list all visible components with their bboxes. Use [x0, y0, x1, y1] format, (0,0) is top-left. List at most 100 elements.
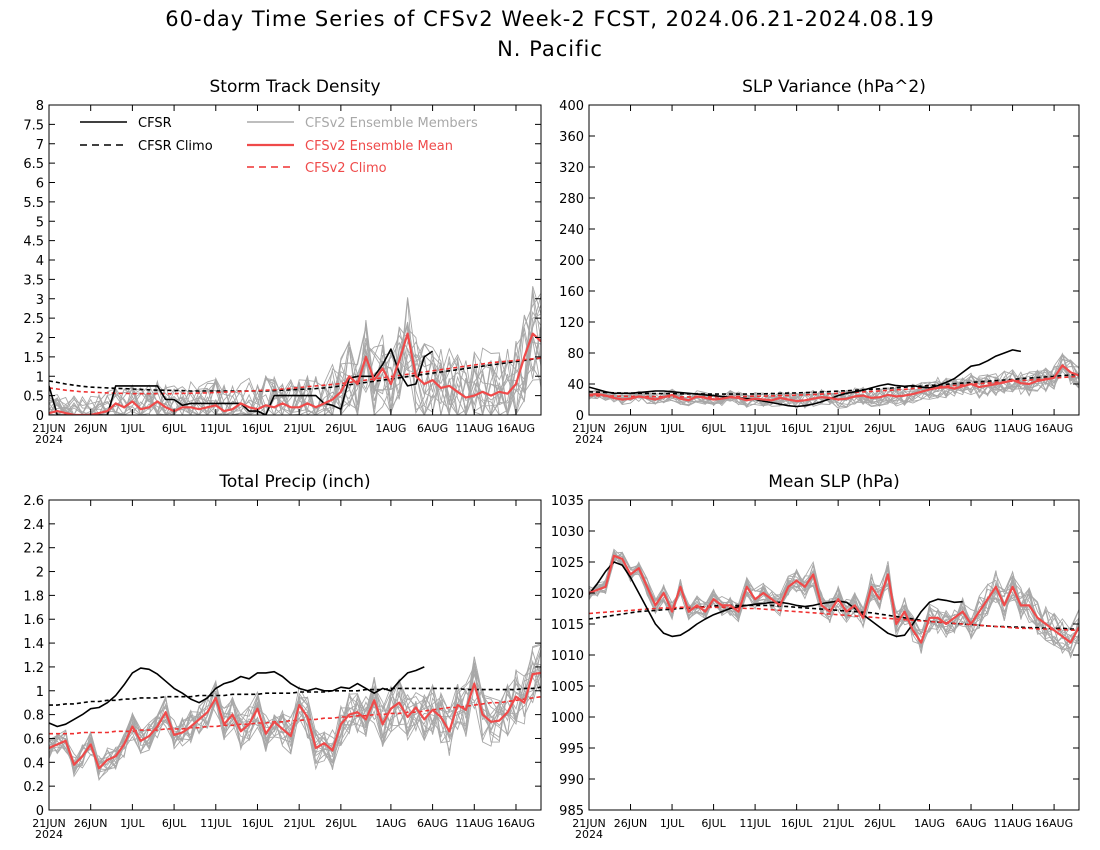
y-tick-label: 1000 [551, 711, 584, 726]
y-tick-label: 0.6 [23, 732, 44, 747]
total-precip-inch-panel: Total Precip (inch) 0 0.2 0.4 0.6 0.8 1 1.2 1.4 1… [23, 472, 542, 841]
y-tick-label: 1.2 [23, 661, 44, 676]
x-tick-label: 11AUG [994, 422, 1032, 435]
y-tick-label: 1005 [551, 680, 584, 695]
y-tick-label: 995 [559, 742, 584, 757]
x-tick-label: 16JUL [781, 422, 813, 435]
ensemble-member-line [49, 304, 541, 415]
y-tick-label: 1030 [551, 525, 584, 540]
x-axis-year: 2024 [575, 828, 603, 841]
x-tick-label: 26JUL [325, 422, 357, 435]
x-tick-label: 1JUL [120, 422, 145, 435]
x-tick-label: 16JUL [781, 817, 813, 830]
x-tick-label: 6JUL [162, 817, 187, 830]
y-tick-label: 1015 [551, 618, 584, 633]
slp-variance-hpa-2-frame [588, 104, 1080, 416]
cfsr-climo-line [49, 357, 541, 392]
slp-variance-hpa-2-panel: SLP Variance (hPa^2) 0 40 80 120 160 200 240 280… [559, 77, 1080, 446]
y-tick-label: 6.5 [23, 157, 44, 172]
mean-slp-hpa-plot-area [589, 548, 1079, 659]
x-tick-label: 11AUG [994, 817, 1032, 830]
y-tick-label: 160 [559, 285, 584, 300]
x-tick-label: 6AUG [955, 817, 986, 830]
legend-label-cfsr-climo: CFSR Climo [138, 139, 213, 154]
y-tick-label: 4 [36, 254, 44, 269]
x-tick-label: 21JUL [283, 817, 315, 830]
ensemble-member-line [49, 649, 541, 777]
cfsr-climo-line [589, 373, 1079, 395]
slp-variance-hpa-2-title: SLP Variance (hPa^2) [742, 77, 926, 97]
storm-track-density-title: Storm Track Density [209, 77, 380, 97]
x-tick-label: 1JUL [660, 817, 685, 830]
y-tick-label: 1.6 [23, 613, 44, 628]
x-tick-label: 21JUN [572, 817, 606, 830]
cfsr-climo-line [589, 604, 1079, 630]
slp-variance-hpa-2-plot-area [589, 349, 1079, 410]
y-tick-label: 0.5 [23, 390, 44, 405]
cfsv2-ensemble-mean-line [589, 554, 1079, 644]
mean-slp-hpa-panel: Mean SLP (hPa) 985 990 995 1000 1005 1010 1015 1… [551, 472, 1080, 841]
x-tick-label: 26JUL [864, 422, 896, 435]
title-line-1: 60-day Time Series of CFSv2 Week-2 FCST,… [165, 7, 935, 31]
x-tick-label: 16AUG [1035, 422, 1073, 435]
x-tick-label: 16JUL [242, 817, 274, 830]
x-tick-label: 6AUG [417, 422, 448, 435]
y-tick-label: 1025 [551, 556, 584, 571]
x-tick-label: 21JUL [283, 422, 315, 435]
y-tick-label: 4.5 [23, 235, 44, 250]
x-tick-label: 21JUL [822, 817, 854, 830]
y-tick-label: 400 [559, 99, 584, 114]
y-tick-label: 1020 [551, 587, 584, 602]
x-axis-year: 2024 [35, 828, 63, 841]
x-tick-label: 11JUL [739, 817, 771, 830]
y-tick-label: 1.5 [23, 351, 44, 366]
y-tick-label: 7 [36, 138, 44, 153]
x-tick-label: 26JUL [325, 817, 357, 830]
y-tick-label: 280 [559, 192, 584, 207]
storm-track-density-plot-area [49, 286, 541, 415]
y-tick-label: 1035 [551, 494, 584, 509]
x-axis-year: 2024 [575, 433, 603, 446]
x-tick-label: 16AUG [497, 422, 535, 435]
y-tick-label: 1010 [551, 649, 584, 664]
total-precip-inch-plot-area [49, 643, 541, 781]
y-tick-label: 2 [36, 566, 44, 581]
legend-label-cfsr: CFSR [138, 116, 172, 131]
y-tick-label: 6 [36, 177, 44, 192]
y-tick-label: 3.5 [23, 273, 44, 288]
title-line-2: N. Pacific [497, 37, 603, 61]
x-tick-label: 1AUG [914, 422, 945, 435]
x-tick-label: 6AUG [955, 422, 986, 435]
main-title: 60-day Time Series of CFSv2 Week-2 FCST,… [0, 4, 1100, 64]
x-tick-label: 11JUL [739, 422, 771, 435]
legend-label-cfsv2-climo: CFSv2 Climo [305, 161, 387, 176]
y-tick-label: 360 [559, 130, 584, 145]
y-tick-label: 2 [36, 332, 44, 347]
y-tick-label: 2.4 [23, 518, 44, 533]
x-axis-year: 2024 [35, 433, 63, 446]
y-tick-label: 1.4 [23, 637, 44, 652]
x-tick-label: 26JUN [614, 817, 648, 830]
y-tick-label: 80 [567, 347, 584, 362]
y-tick-label: 120 [559, 316, 584, 331]
x-tick-label: 1AUG [914, 817, 945, 830]
total-precip-inch-frame [48, 499, 542, 811]
y-tick-label: 1.8 [23, 589, 44, 604]
mean-slp-hpa-frame [588, 499, 1080, 811]
y-tick-label: 5.5 [23, 196, 44, 211]
y-tick-label: 985 [559, 804, 584, 819]
x-tick-label: 11AUG [455, 817, 493, 830]
y-tick-label: 0.4 [23, 756, 44, 771]
ensemble-member-line [49, 320, 541, 415]
total-precip-inch-ensemble-members [49, 643, 541, 781]
x-tick-label: 21JUN [572, 422, 606, 435]
x-tick-label: 26JUL [864, 817, 896, 830]
legend-label-members: CFSv2 Ensemble Members [305, 116, 478, 131]
x-tick-label: 6AUG [417, 817, 448, 830]
total-precip-inch-title: Total Precip (inch) [218, 472, 370, 492]
x-tick-label: 21JUN [32, 817, 66, 830]
x-tick-label: 11JUL [200, 422, 232, 435]
mean-slp-hpa-title: Mean SLP (hPa) [768, 472, 900, 492]
y-tick-label: 320 [559, 161, 584, 176]
